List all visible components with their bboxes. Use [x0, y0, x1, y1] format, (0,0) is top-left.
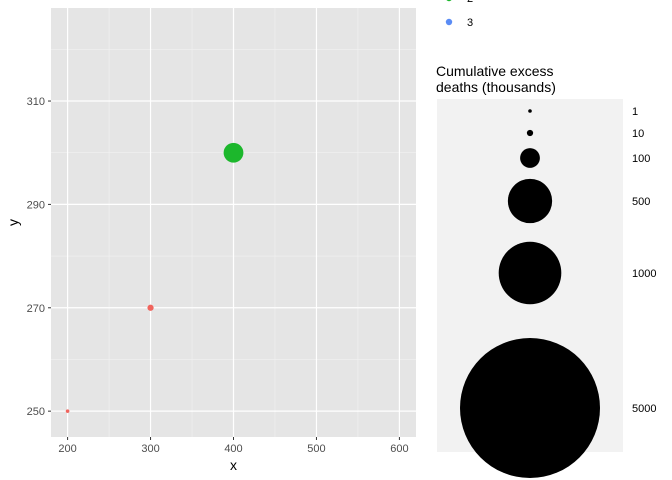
size-legend-key: [498, 241, 562, 305]
size-legend-key: [507, 178, 553, 224]
size-legend-key: [459, 337, 601, 479]
size-legend-key: [528, 109, 532, 113]
data-point: [147, 304, 154, 311]
data-point: [223, 142, 244, 163]
size-legend-label: 100: [632, 153, 650, 165]
size-legend-label: 1: [632, 106, 638, 118]
x-tick-label: 300: [141, 443, 159, 455]
x-tick-label: 500: [307, 443, 325, 455]
y-tick-label: 310: [27, 96, 45, 108]
y-tick-label: 290: [27, 199, 45, 211]
color-legend-label: 3: [467, 17, 473, 29]
color-legend-label: 2: [467, 0, 473, 5]
size-legend-title-line2: deaths (thousands): [436, 79, 556, 95]
color-legend-key: [445, 18, 453, 26]
size-legend-label: 10: [632, 128, 644, 140]
x-tick-label: 200: [58, 443, 76, 455]
x-axis-title: x: [230, 457, 237, 473]
size-legend-label: 1000: [632, 268, 656, 280]
color-legend-key: [446, 0, 452, 2]
size-legend-label: 500: [632, 196, 650, 208]
size-legend-title-line1: Cumulative excess: [436, 63, 554, 79]
size-legend-key: [520, 148, 540, 168]
size-legend-label: 5000: [632, 403, 656, 415]
x-tick-label: 600: [390, 443, 408, 455]
x-tick-label: 400: [224, 443, 242, 455]
y-tick-label: 270: [27, 303, 45, 315]
data-point: [65, 409, 70, 413]
y-tick-label: 250: [27, 406, 45, 418]
y-axis-title: y: [5, 219, 21, 226]
size-legend-key: [526, 129, 534, 137]
